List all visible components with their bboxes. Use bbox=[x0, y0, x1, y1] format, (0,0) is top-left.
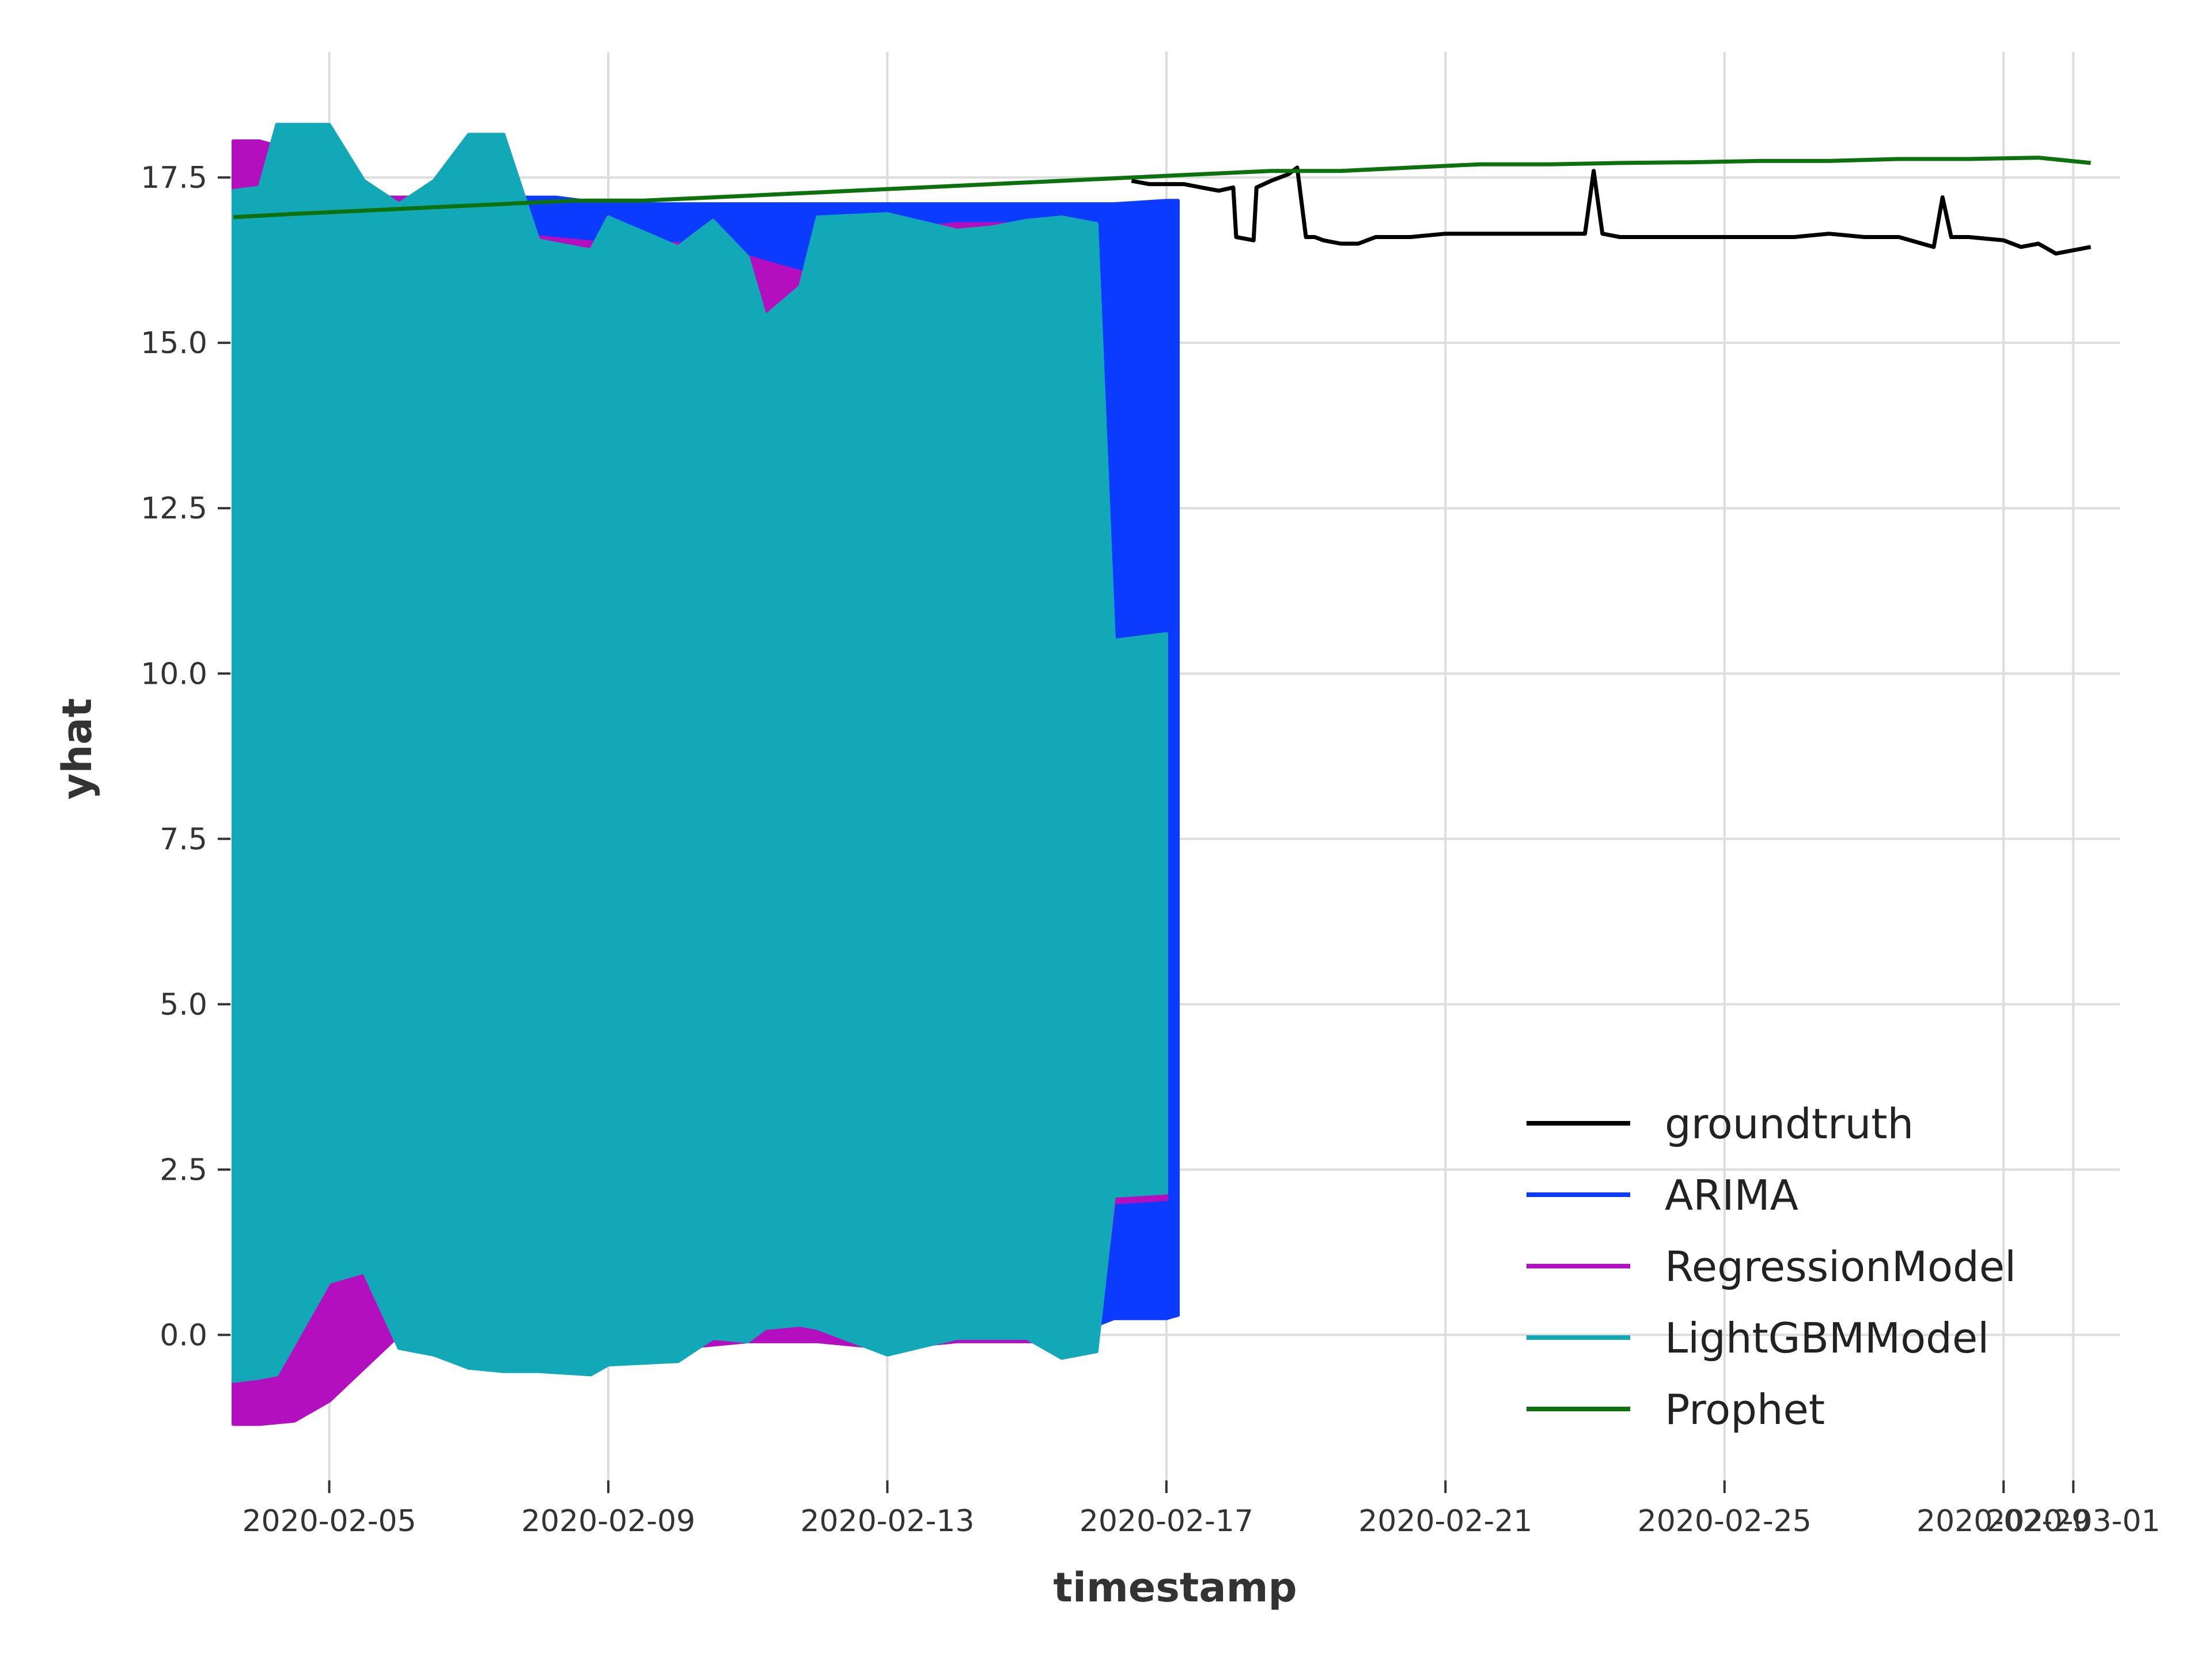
x-axis-title: timestamp bbox=[1053, 1564, 1297, 1611]
x-tick-label: 2020-02-25 bbox=[1638, 1504, 1812, 1539]
legend-label-prophet: Prophet bbox=[1665, 1385, 1825, 1434]
x-tick-label: 2020-03-01 bbox=[1986, 1504, 2160, 1539]
x-tick-label: 2020-02-21 bbox=[1358, 1504, 1532, 1539]
y-tick-label: 10.0 bbox=[141, 657, 207, 691]
prophet-line bbox=[233, 156, 2091, 219]
band-series bbox=[232, 123, 1180, 1426]
y-axis-title: yhat bbox=[54, 698, 101, 800]
groundtruth-line bbox=[1131, 165, 2092, 256]
x-tick-label: 2020-02-29 bbox=[1916, 1504, 2090, 1539]
legend-label-regressionmodel: RegressionModel bbox=[1665, 1243, 2016, 1291]
y-tick-label: 12.5 bbox=[141, 491, 207, 526]
legend-label-arima: ARIMA bbox=[1665, 1171, 1798, 1219]
legend: groundtruth ARIMA RegressionModel LightGBMM… bbox=[1527, 1100, 2016, 1434]
y-tick-label: 7.5 bbox=[160, 822, 207, 857]
y-tick-label: 2.5 bbox=[160, 1153, 207, 1187]
legend-label-lightgbmmodel: LightGBMModel bbox=[1665, 1314, 1989, 1362]
x-tick-label: 2020-02-05 bbox=[242, 1504, 416, 1539]
y-tick-label: 0.0 bbox=[160, 1318, 207, 1353]
line-series bbox=[233, 156, 2092, 256]
legend-label-groundtruth: groundtruth bbox=[1665, 1100, 1914, 1148]
x-tick-label: 2020-02-13 bbox=[800, 1504, 974, 1539]
x-tick-label: 2020-02-17 bbox=[1080, 1504, 1253, 1539]
y-axis: 0.0 2.5 5.0 7.5 10.0 12.5 15.0 17.5 bbox=[141, 161, 230, 1353]
x-axis: 2020-02-05 2020-02-09 2020-02-13 2020-02-17… bbox=[242, 1480, 2160, 1539]
x-tick-label: 2020-02-09 bbox=[521, 1504, 695, 1539]
y-tick-label: 17.5 bbox=[141, 161, 207, 195]
lightgbmmodel-band bbox=[232, 123, 1168, 1383]
y-tick-label: 15.0 bbox=[141, 326, 207, 361]
y-tick-label: 5.0 bbox=[160, 987, 207, 1022]
